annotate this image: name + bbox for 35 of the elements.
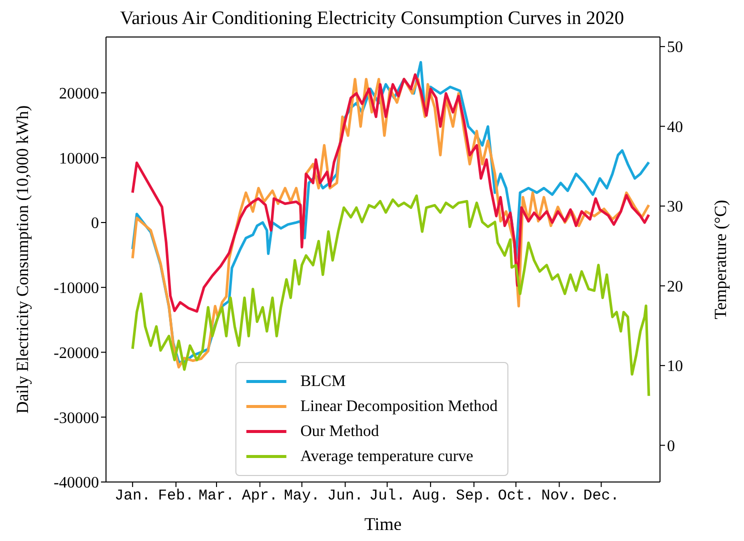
y-tick-label: -40000	[54, 474, 99, 492]
legend-label: Our Method	[300, 422, 380, 442]
y-tick-label: -10000	[54, 280, 99, 298]
y2-tick-label: 10	[667, 358, 683, 376]
y-tick-label: -20000	[54, 344, 99, 362]
x-tick-label: Jul.	[369, 488, 406, 505]
y2-tick-label: 0	[667, 438, 675, 455]
x-tick-label: Sep.	[456, 488, 492, 505]
x-tick-label: Aug.	[412, 488, 449, 505]
x-tick-label: Feb.	[158, 488, 194, 505]
line-series	[131, 194, 650, 398]
y-axis-title: Daily Electricity Consumption (10,000 kWh)	[13, 105, 32, 414]
x-tick-label: Jan.	[114, 488, 151, 505]
x-tick-label: Nov.	[541, 488, 578, 505]
y-tick-label: -30000	[54, 410, 99, 427]
x-axis-title: Time	[364, 514, 402, 534]
chart-title: Various Air Conditioning Electricity Consumption Curves in 2020	[118, 8, 625, 30]
x-tick-label: May.	[284, 488, 320, 505]
y-tick-label: 20000	[59, 85, 99, 102]
y2-tick-label: 50	[667, 39, 683, 56]
legend-label: Average temperature curve	[300, 447, 474, 467]
x-tick-label: Mar.	[198, 488, 235, 505]
y-tick-label: 10000	[59, 150, 99, 168]
x-tick-label: Jun.	[327, 488, 364, 505]
y2-tick-label: 40	[667, 119, 683, 136]
y2-axis-title: Temperature (°C)	[711, 200, 730, 320]
y2-tick-label: 20	[667, 278, 683, 296]
x-tick-label: Oct.	[498, 488, 534, 505]
y2-tick-label: 30	[667, 198, 683, 216]
legend-label: BLCM	[300, 372, 346, 392]
x-tick-label: Dec.	[583, 488, 620, 505]
y-tick-label: 0	[91, 215, 99, 232]
line-series	[131, 73, 650, 313]
legend-label: Linear Decomposition Method	[300, 397, 498, 417]
x-tick-label: Apr.	[242, 488, 278, 505]
